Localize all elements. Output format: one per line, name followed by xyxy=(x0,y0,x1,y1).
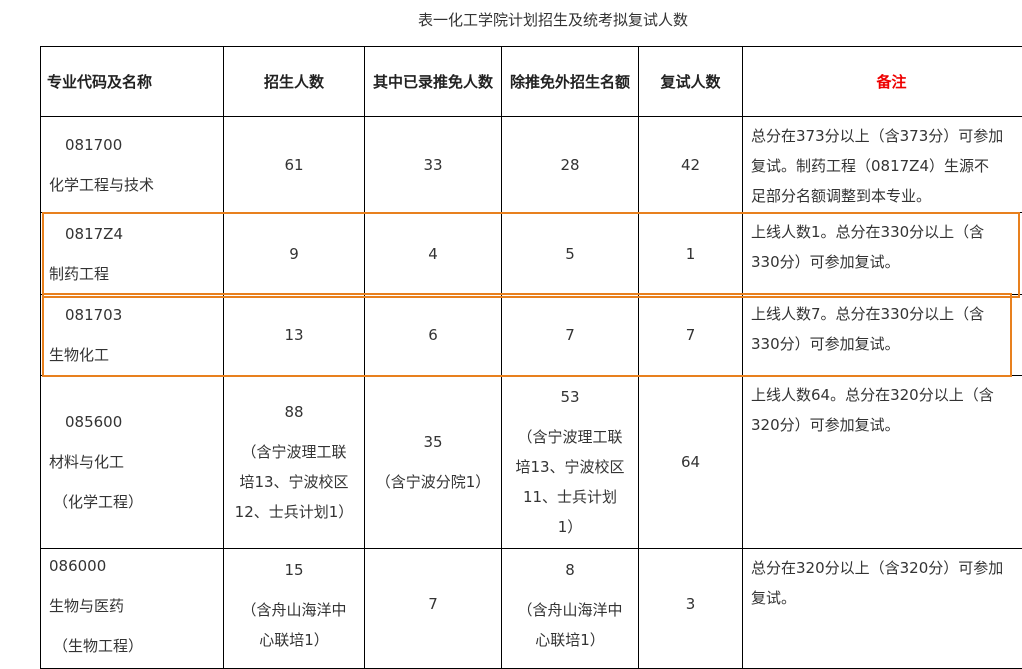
major-name-sub: （化学工程） xyxy=(49,487,217,517)
note-cell: 总分在373分以上（含373分）可参加复试。制药工程（0817Z4）生源不足部分… xyxy=(743,117,1022,213)
major-name: 制药工程 xyxy=(49,259,217,289)
header-enroll: 招生人数 xyxy=(224,47,365,117)
major-name: 生物化工 xyxy=(49,340,217,370)
retest-cell: 7 xyxy=(639,295,743,376)
note-line: 复试。 xyxy=(751,583,1022,613)
note-line: 复试。制药工程（0817Z4）生源不 xyxy=(751,151,1022,181)
note-line: 320分）可参加复试。 xyxy=(751,410,1022,440)
enroll-detail: （含宁波理工联 xyxy=(230,437,358,467)
major-cell: 081700 化学工程与技术 xyxy=(41,117,224,213)
header-quota: 除推免外招生名额 xyxy=(502,47,639,117)
quota-cell: 8 （含舟山海洋中心联培1） xyxy=(502,549,639,669)
enroll-value: 15 xyxy=(230,555,358,585)
major-name: 材料与化工 xyxy=(49,447,217,477)
quota-detail: （含舟山海洋中 xyxy=(508,595,632,625)
major-name: 生物与医药 xyxy=(49,591,217,621)
enroll-cell: 15 （含舟山海洋中心联培1） xyxy=(224,549,365,669)
note-line: 上线人数1。总分在330分以上（含 xyxy=(751,217,1022,247)
note-cell: 总分在320分以上（含320分）可参加复试。 xyxy=(743,549,1022,669)
major-cell: 0817Z4 制药工程 xyxy=(41,213,224,295)
header-major: 专业代码及名称 xyxy=(41,47,224,117)
note-line: 上线人数7。总分在330分以上（含 xyxy=(751,299,1022,329)
note-line: 330分）可参加复试。 xyxy=(751,329,1022,359)
exempt-value: 35 xyxy=(371,427,495,457)
table-title: 表一化工学院计划招生及统考拟复试人数 xyxy=(0,9,1022,30)
enroll-detail: 12、士兵计划1） xyxy=(230,497,358,527)
quota-detail: 心联培1） xyxy=(508,625,632,655)
major-cell: 086000 生物与医药 （生物工程） xyxy=(41,549,224,669)
major-code: 081700 xyxy=(49,130,217,160)
enroll-cell: 13 xyxy=(224,295,365,376)
quota-detail: 11、士兵计划 xyxy=(508,482,632,512)
admissions-table: 专业代码及名称 招生人数 其中已录推免人数 除推免外招生名额 复试人数 备注 0… xyxy=(40,46,1022,669)
header-retest: 复试人数 xyxy=(639,47,743,117)
note-line: 足部分名额调整到本专业。 xyxy=(751,181,1022,211)
table-row: 081700 化学工程与技术 61 33 28 42 总分在373分以上（含373… xyxy=(41,117,1022,213)
enroll-cell: 61 xyxy=(224,117,365,213)
major-cell: 081703 生物化工 xyxy=(41,295,224,376)
exempt-cell: 7 xyxy=(365,549,502,669)
retest-cell: 42 xyxy=(639,117,743,213)
quota-detail: 培13、宁波校区 xyxy=(508,452,632,482)
major-code: 081703 xyxy=(49,300,217,330)
retest-cell: 64 xyxy=(639,376,743,549)
exempt-cell: 35 （含宁波分院1） xyxy=(365,376,502,549)
note-line: 330分）可参加复试。 xyxy=(751,247,1022,277)
note-line: 总分在373分以上（含373分）可参加 xyxy=(751,121,1022,151)
quota-cell: 5 xyxy=(502,213,639,295)
note-line: 总分在320分以上（含320分）可参加 xyxy=(751,553,1022,583)
major-code: 085600 xyxy=(49,407,217,437)
header-note: 备注 xyxy=(743,47,1022,117)
enroll-value: 88 xyxy=(230,397,358,427)
retest-cell: 1 xyxy=(639,213,743,295)
quota-value: 53 xyxy=(508,382,632,412)
quota-value: 8 xyxy=(508,555,632,585)
quota-cell: 7 xyxy=(502,295,639,376)
quota-detail: （含宁波理工联 xyxy=(508,422,632,452)
enroll-detail: 心联培1） xyxy=(230,625,358,655)
header-row: 专业代码及名称 招生人数 其中已录推免人数 除推免外招生名额 复试人数 备注 xyxy=(41,47,1022,117)
quota-detail: 1） xyxy=(508,512,632,542)
exempt-cell: 6 xyxy=(365,295,502,376)
major-code: 0817Z4 xyxy=(49,219,217,249)
enroll-cell: 9 xyxy=(224,213,365,295)
major-name-sub: （生物工程） xyxy=(49,631,217,661)
header-exempt: 其中已录推免人数 xyxy=(365,47,502,117)
enroll-detail: 培13、宁波校区 xyxy=(230,467,358,497)
exempt-detail: （含宁波分院1） xyxy=(371,467,495,497)
quota-cell: 28 xyxy=(502,117,639,213)
major-name: 化学工程与技术 xyxy=(49,170,217,200)
exempt-cell: 4 xyxy=(365,213,502,295)
enroll-detail: （含舟山海洋中 xyxy=(230,595,358,625)
exempt-cell: 33 xyxy=(365,117,502,213)
major-code: 086000 xyxy=(49,551,217,581)
note-line: 上线人数64。总分在320分以上（含 xyxy=(751,380,1022,410)
major-cell: 085600 材料与化工 （化学工程） xyxy=(41,376,224,549)
retest-cell: 3 xyxy=(639,549,743,669)
